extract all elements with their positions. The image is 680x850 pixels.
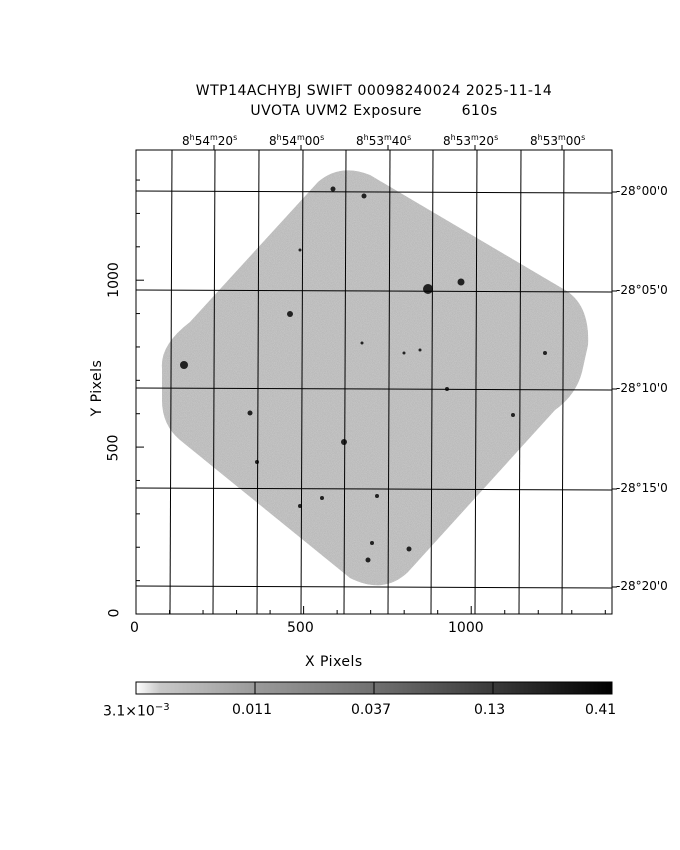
x-tick-label: 0 [130, 620, 139, 636]
ra-grid-line [343, 149, 347, 615]
ra-tick-label: 8h54m00s [269, 133, 325, 148]
ra-tick-label: 8h54m20s [182, 133, 238, 148]
dec-tick-label: -28°15'0 [616, 481, 668, 495]
colorbar-label: 0.037 [351, 702, 392, 718]
plot-frame [135, 149, 613, 615]
dec-tick-label: -28°00'0 [616, 184, 668, 198]
point-source [255, 460, 259, 464]
dec-grid-line [135, 289, 613, 293]
dec-grid-line [135, 585, 613, 589]
dec-tick-label: -28°20'0 [616, 579, 668, 593]
point-source [360, 341, 364, 345]
ra-grid-line [561, 149, 565, 615]
dec-grid-line [135, 487, 613, 491]
ra-tick-label: 8h53m00s [530, 133, 586, 148]
y-tick-label: 0 [106, 608, 123, 618]
x-tick-label: 1000 [448, 620, 484, 636]
point-source [375, 494, 379, 498]
exposure-map-image [161, 170, 589, 586]
point-source [402, 351, 406, 355]
ra-tick-label: 8h53m20s [443, 133, 499, 148]
point-source [341, 439, 347, 445]
ra-grid-line [300, 149, 304, 615]
ra-grid-line [474, 149, 478, 615]
point-source [247, 410, 253, 416]
point-source [406, 546, 412, 552]
point-source [330, 186, 336, 192]
point-source [365, 557, 371, 563]
point-source [511, 413, 515, 417]
point-source [423, 284, 433, 294]
ra-grid-line [518, 149, 522, 615]
colorbar-label: 0.011 [232, 702, 273, 718]
dec-tick-label: -28°05'0 [616, 283, 668, 297]
plot-title-line1: WTP14ACHYBJ SWIFT 00098240024 2025-11-14 [195, 83, 553, 99]
plot-title-line2: UVOTA UVM2 Exposure 610s [250, 103, 498, 119]
ra-grid-line [430, 149, 434, 615]
colorbar-ticks [254, 682, 494, 694]
point-source [457, 278, 465, 286]
colorbar-label: 3.1×10−3 [103, 702, 170, 720]
point-source [418, 348, 422, 352]
x-tick-label: 500 [287, 620, 314, 636]
point-source [370, 541, 374, 545]
point-source [320, 496, 324, 500]
ra-grid-line [387, 149, 391, 615]
dec-grid-line [135, 387, 613, 391]
ra-grid-line [169, 149, 173, 615]
dec-grid-line [135, 190, 613, 194]
point-source [287, 311, 293, 317]
point-source [298, 248, 302, 252]
point-source [457, 529, 461, 533]
point-source [180, 361, 188, 369]
wcs-grid [135, 149, 613, 615]
ra-tick-label: 8h53m40s [356, 133, 412, 148]
ra-grid-line [212, 149, 216, 615]
ra-grid-line [256, 149, 260, 615]
point-source [543, 351, 547, 355]
y-axis-title: Y Pixels [89, 359, 105, 417]
x-axis-title: X Pixels [305, 654, 363, 670]
y-tick-label: 500 [105, 434, 122, 462]
point-source [361, 193, 367, 199]
y-tick-label: 1000 [105, 262, 122, 298]
dec-tick-label: -28°10'0 [616, 381, 668, 395]
colorbar-label: 0.13 [474, 702, 506, 718]
colorbar-label: 0.41 [585, 702, 617, 718]
